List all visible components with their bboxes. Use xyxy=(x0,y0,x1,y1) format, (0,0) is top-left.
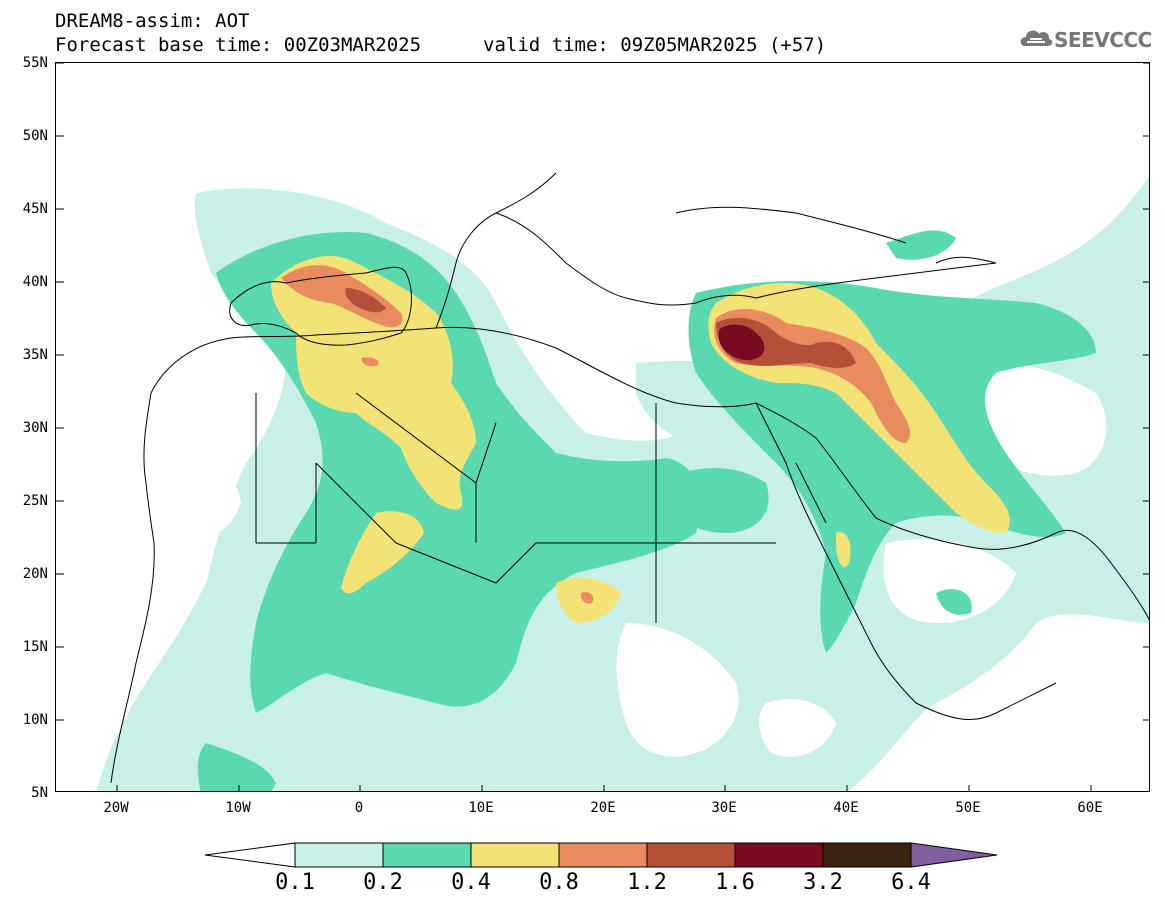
lon-label: 20W xyxy=(103,800,129,816)
colorbar-swatch xyxy=(470,842,560,868)
colorbar xyxy=(205,842,998,868)
colorbar-label: 0.8 xyxy=(539,870,579,895)
aot-field xyxy=(56,63,1149,791)
colorbar-swatch xyxy=(382,842,472,868)
lat-label: 5N xyxy=(31,785,48,801)
lat-label: 45N xyxy=(22,201,48,217)
colorbar-label: 1.2 xyxy=(627,870,667,895)
lon-label: 0 xyxy=(354,800,364,816)
aot-band-1-6 xyxy=(718,324,765,361)
lat-label: 50N xyxy=(22,128,48,144)
seevccc-logo: SEEVCCC xyxy=(1018,22,1153,56)
graticule-ticks xyxy=(56,63,1149,791)
colorbar-high-arrow xyxy=(910,842,998,868)
map-title: DREAM8-assim: AOT xyxy=(55,10,250,32)
colorbar-label: 0.4 xyxy=(451,870,491,895)
forecast-base-time: Forecast base time: 00Z03MAR2025 xyxy=(55,34,422,56)
colorbar-swatch xyxy=(734,842,824,868)
colorbar-swatch xyxy=(294,842,384,868)
colorbar-label: 0.1 xyxy=(275,870,315,895)
lon-label: 30E xyxy=(711,800,737,816)
logo-text: SEEVCCC xyxy=(1054,28,1152,52)
colorbar-low-arrow xyxy=(205,842,296,868)
lon-label: 40E xyxy=(833,800,859,816)
lon-label: 10E xyxy=(468,800,494,816)
colorbar-label: 0.2 xyxy=(363,870,403,895)
lon-label: 10W xyxy=(225,800,251,816)
lat-label: 25N xyxy=(22,493,48,509)
colorbar-label: 6.4 xyxy=(891,870,931,895)
colorbar-label: 1.6 xyxy=(715,870,755,895)
colorbar-label: 3.2 xyxy=(803,870,843,895)
lat-label: 40N xyxy=(22,274,48,290)
coastlines xyxy=(110,172,1149,784)
valid-time: valid time: 09Z05MAR2025 (+57) xyxy=(483,34,827,56)
colorbar-swatch xyxy=(822,842,912,868)
lat-label: 10N xyxy=(22,712,48,728)
lat-label: 20N xyxy=(22,566,48,582)
colorbar-swatch xyxy=(646,842,736,868)
lon-label: 20E xyxy=(590,800,616,816)
lon-label: 50E xyxy=(955,800,981,816)
lat-label: 55N xyxy=(22,55,48,71)
lon-label: 60E xyxy=(1077,800,1103,816)
lat-label: 35N xyxy=(22,347,48,363)
lat-label: 15N xyxy=(22,639,48,655)
lat-label: 30N xyxy=(22,420,48,436)
colorbar-swatch xyxy=(558,842,648,868)
map-area xyxy=(55,62,1150,792)
cloud-icon xyxy=(1020,30,1053,46)
